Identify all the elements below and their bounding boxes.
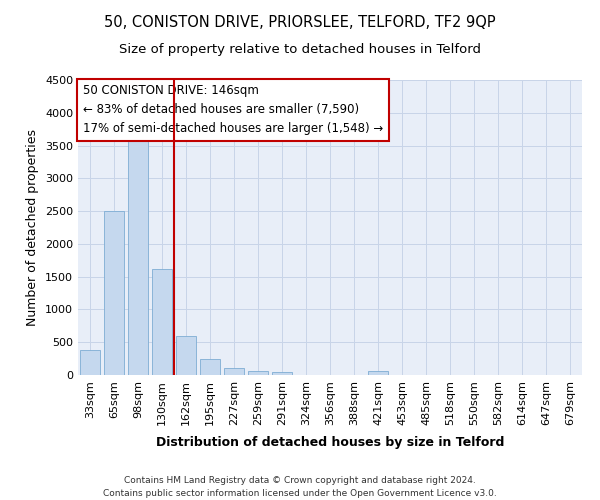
Bar (368, 372, 388, 375)
X-axis label: Distribution of detached houses by size in Telford: Distribution of detached houses by size … (156, 436, 504, 449)
Bar (248, 371, 268, 375)
Bar (272, 372, 292, 375)
Bar (152, 269, 172, 375)
Text: 50, CONISTON DRIVE, PRIORSLEE, TELFORD, TF2 9QP: 50, CONISTON DRIVE, PRIORSLEE, TELFORD, … (104, 15, 496, 30)
Bar (128, 132, 148, 375)
Text: Size of property relative to detached houses in Telford: Size of property relative to detached ho… (119, 42, 481, 56)
Text: Contains HM Land Registry data © Crown copyright and database right 2024.
Contai: Contains HM Land Registry data © Crown c… (103, 476, 497, 498)
Bar (200, 358, 220, 375)
Bar (80, 350, 100, 375)
Bar (224, 368, 244, 375)
Bar (176, 336, 196, 375)
Y-axis label: Number of detached properties: Number of detached properties (26, 129, 40, 326)
Text: 50 CONISTON DRIVE: 146sqm
← 83% of detached houses are smaller (7,590)
17% of se: 50 CONISTON DRIVE: 146sqm ← 83% of detac… (83, 84, 383, 136)
Bar (104, 211, 124, 375)
